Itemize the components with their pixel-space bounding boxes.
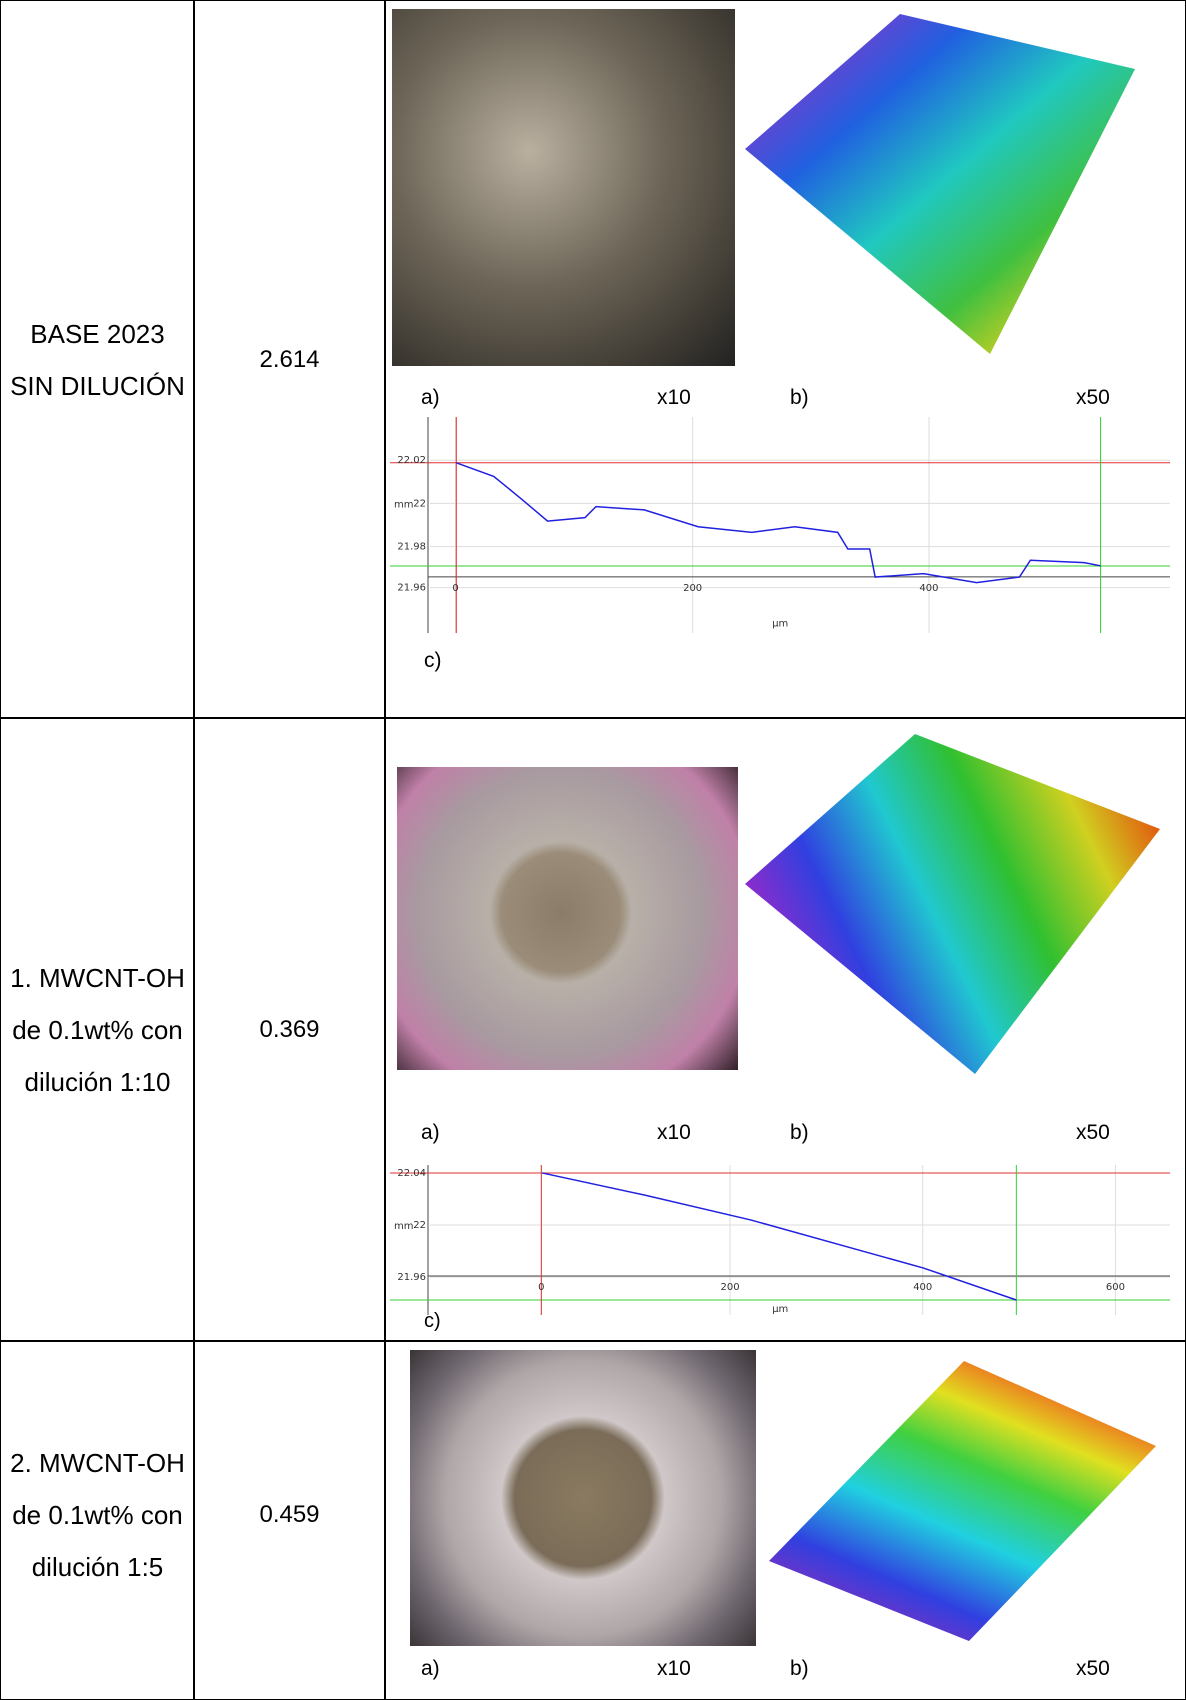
label: b) <box>790 1121 809 1145</box>
x-tick-label: 0 <box>452 583 458 594</box>
label: b) <box>790 1657 809 1681</box>
label: x10 <box>657 1657 691 1681</box>
value: 2.614 <box>259 346 319 374</box>
label: x10 <box>657 1121 691 1145</box>
x-tick-label: 0 <box>538 1282 544 1293</box>
y-unit: mm <box>394 1221 413 1232</box>
y-tick-label: 22.02 <box>397 455 426 466</box>
label: a) <box>421 1657 440 1681</box>
sample-name: BASE 2023 SIN DILUCIÓN <box>1 308 194 412</box>
label: b) <box>790 386 809 410</box>
surface-3d <box>740 9 1140 369</box>
y-tick-label: 21.96 <box>397 1272 426 1283</box>
micrograph <box>392 9 735 366</box>
sample-name: 1. MWCNT-OH de 0.1wt% con dilución 1:10 <box>1 952 194 1108</box>
profile-curve <box>456 463 1100 583</box>
x-unit: µm <box>772 1304 788 1315</box>
y-tick-label: 21.98 <box>397 542 426 553</box>
y-unit: mm <box>394 499 413 510</box>
sample-name: 2. MWCNT-OH de 0.1wt% con dilución 1:5 <box>1 1437 194 1593</box>
value: 0.369 <box>259 1016 319 1044</box>
value-cell: 0.369 <box>193 717 386 1342</box>
label: x50 <box>1076 386 1110 410</box>
y-tick-label: 22 <box>413 498 426 509</box>
label: x50 <box>1076 1121 1110 1145</box>
x-tick-label: 200 <box>721 1282 740 1293</box>
value-cell: 2.614 <box>193 0 386 719</box>
label: c) <box>424 649 442 673</box>
y-tick-label: 22.04 <box>397 1168 426 1179</box>
document: BASE 2023 SIN DILUCIÓN 2.614 1. MWCNT-OH… <box>0 0 1186 1690</box>
x-tick-label: 400 <box>919 583 938 594</box>
surface-3d <box>764 1361 1160 1643</box>
y-tick-label: 21.96 <box>397 583 426 594</box>
profile-curve <box>542 1173 1016 1300</box>
x-tick-label: 400 <box>913 1282 932 1293</box>
profile-chart: 22.04 22 21.96 0 200 400 600 mm µm <box>390 1165 1170 1315</box>
sample-cell: 2. MWCNT-OH de 0.1wt% con dilución 1:5 <box>0 1340 195 1700</box>
value: 0.459 <box>259 1501 319 1529</box>
x-tick-label: 600 <box>1106 1282 1125 1293</box>
label: a) <box>421 1121 440 1145</box>
label: c) <box>424 1310 441 1333</box>
label: x10 <box>657 386 691 410</box>
x-tick-label: 200 <box>683 583 702 594</box>
profile-chart: 22.02 22 21.98 21.96 0 200 400 mm µm <box>390 417 1170 633</box>
surface-3d <box>740 734 1165 1076</box>
sample-cell: 1. MWCNT-OH de 0.1wt% con dilución 1:10 <box>0 717 195 1342</box>
x-unit: µm <box>772 619 788 630</box>
label: a) <box>421 386 440 410</box>
sample-cell: BASE 2023 SIN DILUCIÓN <box>0 0 195 719</box>
micrograph <box>397 767 738 1070</box>
micrograph <box>410 1350 756 1646</box>
y-tick-label: 22 <box>413 1220 426 1231</box>
label: x50 <box>1076 1657 1110 1681</box>
value-cell: 0.459 <box>193 1340 386 1700</box>
